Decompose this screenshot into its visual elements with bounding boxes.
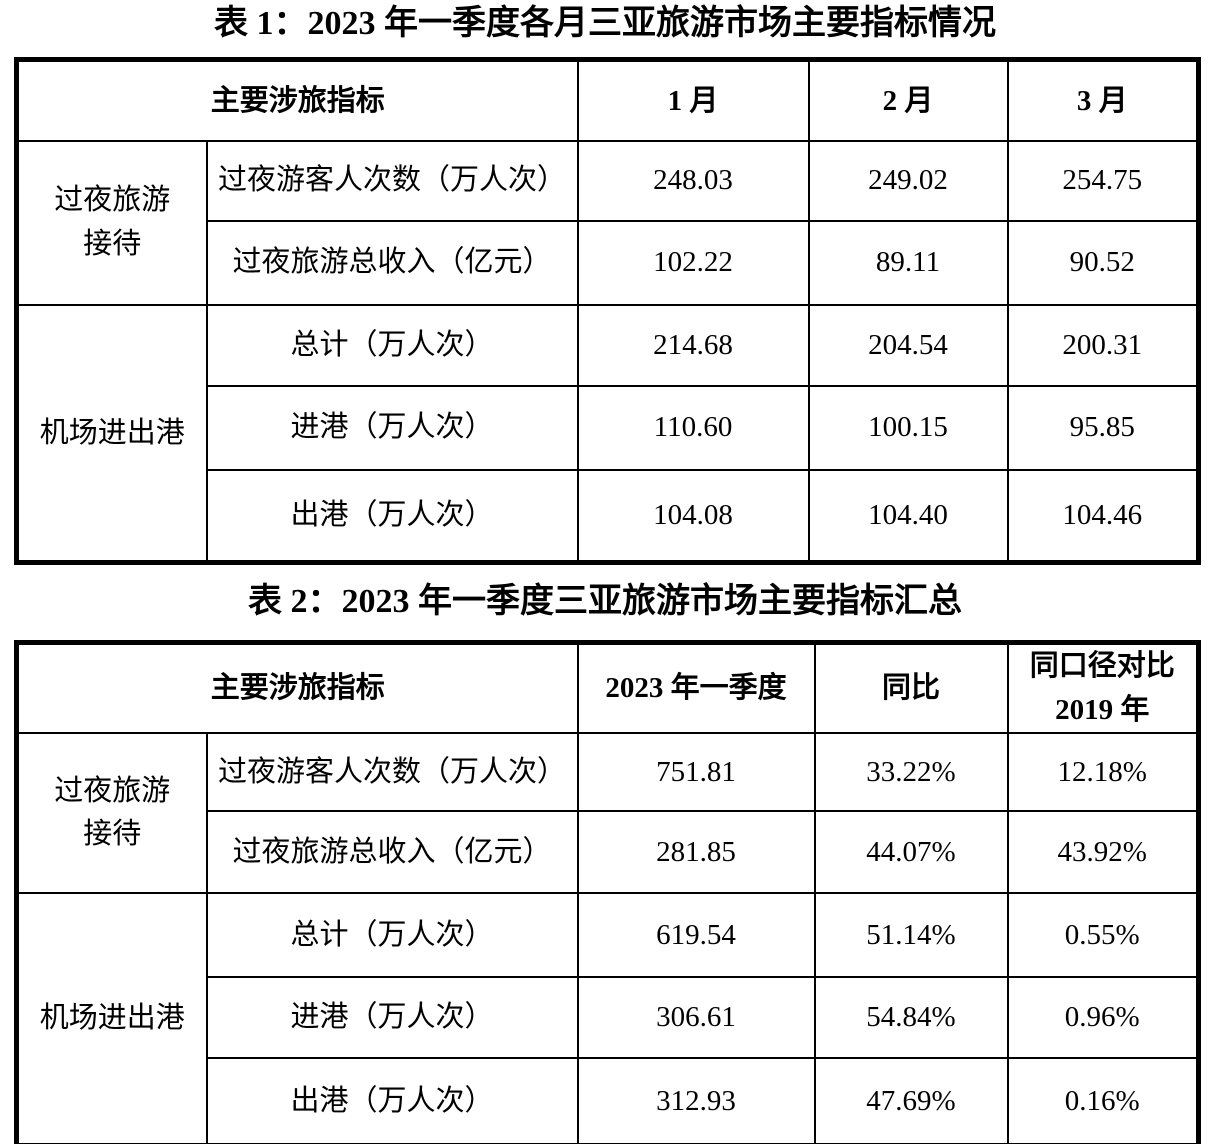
t1-header-indicator: 主要涉旅指标 bbox=[15, 58, 579, 142]
t2-value-arrivals-vs2019: 0.96% bbox=[1006, 976, 1200, 1059]
t1-group-airport: 机场进出港 bbox=[15, 303, 208, 564]
t2-header-vs2019: 同口径对比 2019 年 bbox=[1006, 641, 1200, 734]
table1-title: 表 1：2023 年一季度各月三亚旅游市场主要指标情况 bbox=[214, 5, 996, 42]
t2-value-arrivals-yoy: 54.84% bbox=[813, 976, 1009, 1059]
t2-group-overnight-line2: 接待 bbox=[83, 818, 142, 850]
t1-header-month-2: 2 月 bbox=[807, 58, 1009, 142]
t2-value-revenue-yoy: 44.07% bbox=[813, 810, 1009, 894]
t2-row-label-airport-arrivals: 进港（万人次） bbox=[205, 976, 579, 1059]
t1-value-arrivals-m2: 100.15 bbox=[807, 384, 1009, 471]
t1-group-overnight-tourism: 过夜旅游 接待 bbox=[15, 139, 208, 306]
t2-value-departures-q1: 312.93 bbox=[576, 1057, 816, 1144]
t2-group-airport-line1: 机场进出港 bbox=[39, 1002, 185, 1035]
t1-header-month-3: 3 月 bbox=[1006, 58, 1200, 142]
t1-value-visitors-m1: 248.03 bbox=[576, 139, 810, 222]
t1-value-revenue-m2: 89.11 bbox=[807, 219, 1009, 306]
t2-header-yoy: 同比 bbox=[813, 641, 1009, 734]
t1-value-departures-m1: 104.08 bbox=[576, 468, 810, 564]
t1-header-month-1: 1 月 bbox=[576, 58, 810, 142]
t2-group-overnight-line1: 过夜旅游 bbox=[54, 774, 171, 807]
t1-value-visitors-m3: 254.75 bbox=[1006, 139, 1200, 222]
t1-value-arrivals-m3: 95.85 bbox=[1006, 384, 1200, 471]
t1-row-label-airport-departures: 出港（万人次） bbox=[205, 468, 579, 564]
t2-group-overnight-tourism: 过夜旅游 接待 bbox=[15, 732, 208, 894]
t2-row-label-airport-departures: 出港（万人次） bbox=[205, 1057, 579, 1144]
t1-value-total-m1: 214.68 bbox=[576, 303, 810, 387]
t2-header-indicator: 主要涉旅指标 bbox=[15, 641, 579, 734]
t2-value-total-q1: 619.54 bbox=[576, 892, 816, 978]
t2-group-airport: 机场进出港 bbox=[15, 892, 208, 1144]
table2-title: 表 2：2023 年一季度三亚旅游市场主要指标汇总 bbox=[248, 583, 962, 620]
t1-value-departures-m3: 104.46 bbox=[1006, 468, 1200, 564]
t1-value-visitors-m2: 249.02 bbox=[807, 139, 1009, 222]
t1-row-label-airport-arrivals: 进港（万人次） bbox=[205, 384, 579, 471]
t2-row-label-overnight-visitors: 过夜游客人次数（万人次） bbox=[205, 732, 579, 812]
t2-header-vs2019-line2: 2019 年 bbox=[1055, 693, 1150, 726]
t1-value-arrivals-m1: 110.60 bbox=[576, 384, 810, 471]
t2-row-label-airport-total: 总计（万人次） bbox=[205, 892, 579, 978]
t2-value-total-vs2019: 0.55% bbox=[1006, 892, 1200, 978]
t2-value-visitors-yoy: 33.22% bbox=[813, 732, 1009, 812]
t2-header-period: 2023 年一季度 bbox=[576, 641, 816, 734]
t2-value-revenue-q1: 281.85 bbox=[576, 810, 816, 894]
t2-row-label-overnight-revenue: 过夜旅游总收入（亿元） bbox=[205, 810, 579, 894]
t1-row-label-airport-total: 总计（万人次） bbox=[205, 303, 579, 387]
t2-value-visitors-vs2019: 12.18% bbox=[1006, 732, 1200, 812]
t1-value-revenue-m1: 102.22 bbox=[576, 219, 810, 306]
t1-value-total-m2: 204.54 bbox=[807, 303, 1009, 387]
t1-group-overnight-line1: 过夜旅游 bbox=[54, 184, 171, 216]
t2-value-revenue-vs2019: 43.92% bbox=[1006, 810, 1200, 894]
t1-value-revenue-m3: 90.52 bbox=[1006, 219, 1200, 306]
table1: 主要涉旅指标 1 月 2 月 3 月 过夜旅游 接待 过夜游客人次数（万人次） … bbox=[14, 57, 1202, 565]
table2: 主要涉旅指标 2023 年一季度 同比 同口径对比 2019 年 过夜旅游 接待… bbox=[14, 640, 1202, 1144]
t1-row-label-overnight-visitors: 过夜游客人次数（万人次） bbox=[205, 139, 579, 222]
t2-value-departures-vs2019: 0.16% bbox=[1006, 1057, 1200, 1144]
t1-group-airport-line1: 机场进出港 bbox=[39, 416, 185, 449]
t1-row-label-overnight-revenue: 过夜旅游总收入（亿元） bbox=[205, 219, 579, 306]
t1-value-total-m3: 200.31 bbox=[1006, 303, 1200, 387]
t2-value-total-yoy: 51.14% bbox=[813, 892, 1009, 978]
t1-value-departures-m2: 104.40 bbox=[807, 468, 1009, 564]
t2-value-arrivals-q1: 306.61 bbox=[576, 976, 816, 1059]
t2-value-visitors-q1: 751.81 bbox=[576, 732, 816, 812]
t2-header-vs2019-line1: 同口径对比 bbox=[1029, 650, 1175, 682]
t1-group-overnight-line2: 接待 bbox=[83, 227, 142, 260]
t2-value-departures-yoy: 47.69% bbox=[813, 1057, 1009, 1144]
